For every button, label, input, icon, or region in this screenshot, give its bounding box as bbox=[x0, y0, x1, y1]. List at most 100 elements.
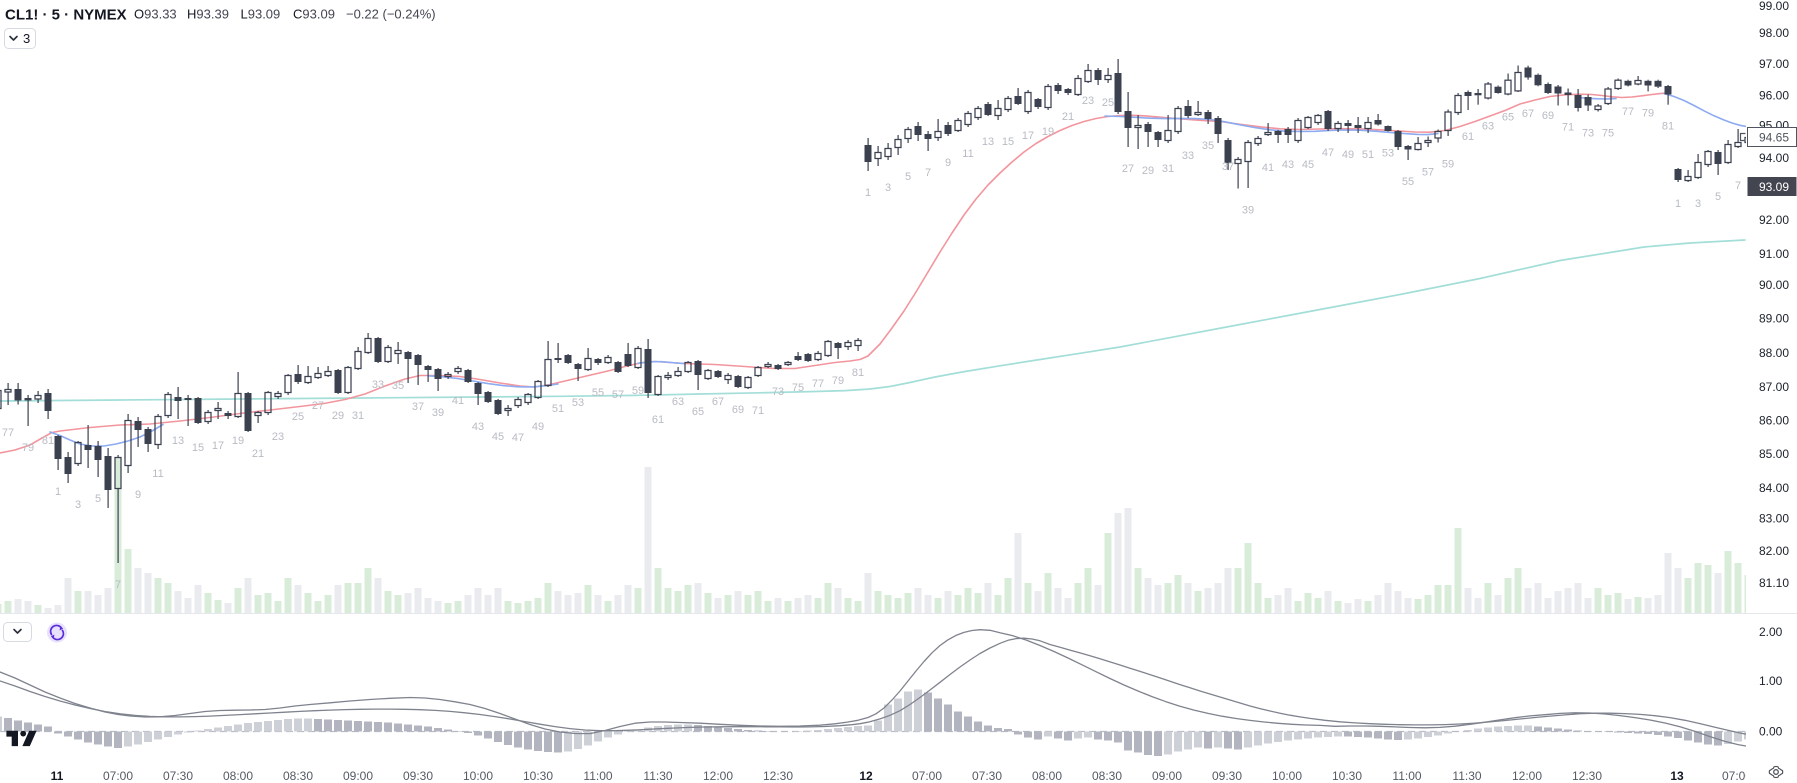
svg-text:13: 13 bbox=[172, 435, 184, 447]
svg-text:63: 63 bbox=[672, 396, 684, 408]
svg-text:31: 31 bbox=[352, 410, 364, 422]
svg-text:39: 39 bbox=[432, 407, 444, 419]
svg-text:12: 12 bbox=[859, 769, 873, 783]
svg-text:65: 65 bbox=[1502, 111, 1514, 123]
svg-text:45: 45 bbox=[492, 431, 504, 443]
svg-text:12:30: 12:30 bbox=[1572, 769, 1602, 783]
svg-text:08:00: 08:00 bbox=[223, 769, 253, 783]
svg-text:39: 39 bbox=[1242, 205, 1254, 217]
svg-text:41: 41 bbox=[452, 395, 464, 407]
svg-text:19: 19 bbox=[232, 435, 244, 447]
svg-text:57: 57 bbox=[1422, 167, 1434, 179]
svg-text:10:30: 10:30 bbox=[1332, 769, 1362, 783]
svg-text:13: 13 bbox=[982, 136, 994, 148]
svg-text:81.10: 81.10 bbox=[1759, 576, 1789, 590]
svg-text:43: 43 bbox=[1282, 159, 1294, 171]
svg-text:1: 1 bbox=[865, 187, 871, 199]
svg-text:12:00: 12:00 bbox=[1512, 769, 1542, 783]
svg-text:75: 75 bbox=[792, 382, 804, 394]
svg-text:79: 79 bbox=[22, 442, 34, 454]
svg-text:29: 29 bbox=[332, 410, 344, 422]
svg-text:73: 73 bbox=[772, 386, 784, 398]
svg-text:9: 9 bbox=[945, 157, 951, 169]
svg-text:09:30: 09:30 bbox=[1212, 769, 1242, 783]
svg-text:27: 27 bbox=[312, 400, 324, 412]
svg-text:92.00: 92.00 bbox=[1759, 213, 1789, 227]
svg-text:89.00: 89.00 bbox=[1759, 312, 1789, 326]
svg-text:CL1! · 5 · NYMEX: CL1! · 5 · NYMEX bbox=[5, 7, 127, 24]
svg-text:82.00: 82.00 bbox=[1759, 544, 1789, 558]
svg-text:10:00: 10:00 bbox=[1272, 769, 1302, 783]
svg-text:5: 5 bbox=[905, 171, 911, 183]
svg-text:25: 25 bbox=[1102, 97, 1114, 109]
svg-text:10:30: 10:30 bbox=[523, 769, 553, 783]
svg-text:96.00: 96.00 bbox=[1759, 89, 1789, 103]
svg-text:7: 7 bbox=[925, 167, 931, 179]
svg-text:91.00: 91.00 bbox=[1759, 247, 1789, 261]
svg-text:79: 79 bbox=[832, 375, 844, 387]
svg-text:12:30: 12:30 bbox=[763, 769, 793, 783]
svg-text:71: 71 bbox=[752, 405, 764, 417]
svg-text:09:00: 09:00 bbox=[343, 769, 373, 783]
svg-text:11:00: 11:00 bbox=[583, 769, 612, 783]
svg-text:19: 19 bbox=[1042, 126, 1054, 138]
svg-text:45: 45 bbox=[1302, 159, 1314, 171]
svg-text:07:00: 07:00 bbox=[103, 769, 133, 783]
svg-text:3: 3 bbox=[1695, 198, 1701, 210]
svg-text:43: 43 bbox=[472, 421, 484, 433]
svg-text:81: 81 bbox=[852, 367, 864, 379]
svg-text:3: 3 bbox=[23, 31, 30, 46]
svg-text:77: 77 bbox=[812, 378, 824, 390]
svg-text:07:30: 07:30 bbox=[972, 769, 1002, 783]
svg-text:1: 1 bbox=[55, 486, 61, 498]
svg-text:27: 27 bbox=[1122, 163, 1134, 175]
svg-text:21: 21 bbox=[1062, 111, 1074, 123]
svg-text:61: 61 bbox=[1462, 131, 1474, 143]
svg-text:73: 73 bbox=[1582, 128, 1594, 140]
svg-text:81: 81 bbox=[42, 435, 54, 447]
svg-text:41: 41 bbox=[1262, 162, 1274, 174]
svg-text:13: 13 bbox=[1670, 769, 1684, 783]
svg-text:23: 23 bbox=[1082, 95, 1094, 107]
svg-text:98.00: 98.00 bbox=[1759, 26, 1789, 40]
svg-text:11: 11 bbox=[962, 148, 973, 160]
svg-text:83.00: 83.00 bbox=[1759, 512, 1789, 526]
svg-text:77: 77 bbox=[1622, 106, 1634, 118]
svg-text:35: 35 bbox=[1202, 140, 1214, 152]
svg-text:94.65: 94.65 bbox=[1759, 131, 1789, 145]
svg-text:37: 37 bbox=[1222, 161, 1234, 173]
svg-text:29: 29 bbox=[1142, 165, 1154, 177]
svg-text:87.00: 87.00 bbox=[1759, 380, 1789, 394]
svg-text:7: 7 bbox=[1735, 180, 1741, 192]
svg-text:11: 11 bbox=[152, 468, 163, 480]
svg-text:5: 5 bbox=[1715, 191, 1721, 203]
svg-text:69: 69 bbox=[732, 404, 744, 416]
svg-text:59: 59 bbox=[1442, 159, 1454, 171]
svg-text:61: 61 bbox=[652, 414, 664, 426]
svg-text:7: 7 bbox=[115, 579, 121, 591]
svg-text:86.00: 86.00 bbox=[1759, 414, 1789, 428]
svg-text:97.00: 97.00 bbox=[1759, 57, 1789, 71]
svg-text:09:00: 09:00 bbox=[1152, 769, 1182, 783]
svg-text:07:30: 07:30 bbox=[163, 769, 193, 783]
svg-text:49: 49 bbox=[1342, 149, 1354, 161]
svg-text:57: 57 bbox=[612, 389, 624, 401]
svg-text:35: 35 bbox=[392, 380, 404, 392]
svg-text:67: 67 bbox=[1522, 108, 1534, 120]
svg-text:90.00: 90.00 bbox=[1759, 278, 1789, 292]
svg-text:47: 47 bbox=[512, 432, 524, 444]
svg-text:07:00: 07:00 bbox=[1722, 769, 1752, 783]
svg-text:49: 49 bbox=[532, 421, 544, 433]
svg-text:08:30: 08:30 bbox=[283, 769, 313, 783]
svg-text:99.00: 99.00 bbox=[1759, 0, 1789, 13]
svg-text:59: 59 bbox=[632, 385, 644, 397]
svg-text:55: 55 bbox=[592, 387, 604, 399]
svg-text:17: 17 bbox=[212, 440, 224, 452]
svg-text:3: 3 bbox=[885, 182, 891, 194]
svg-text:31: 31 bbox=[1162, 163, 1174, 175]
svg-text:84.00: 84.00 bbox=[1759, 481, 1789, 495]
svg-text:88.00: 88.00 bbox=[1759, 346, 1789, 360]
svg-text:51: 51 bbox=[552, 403, 564, 415]
svg-text:33: 33 bbox=[372, 379, 384, 391]
